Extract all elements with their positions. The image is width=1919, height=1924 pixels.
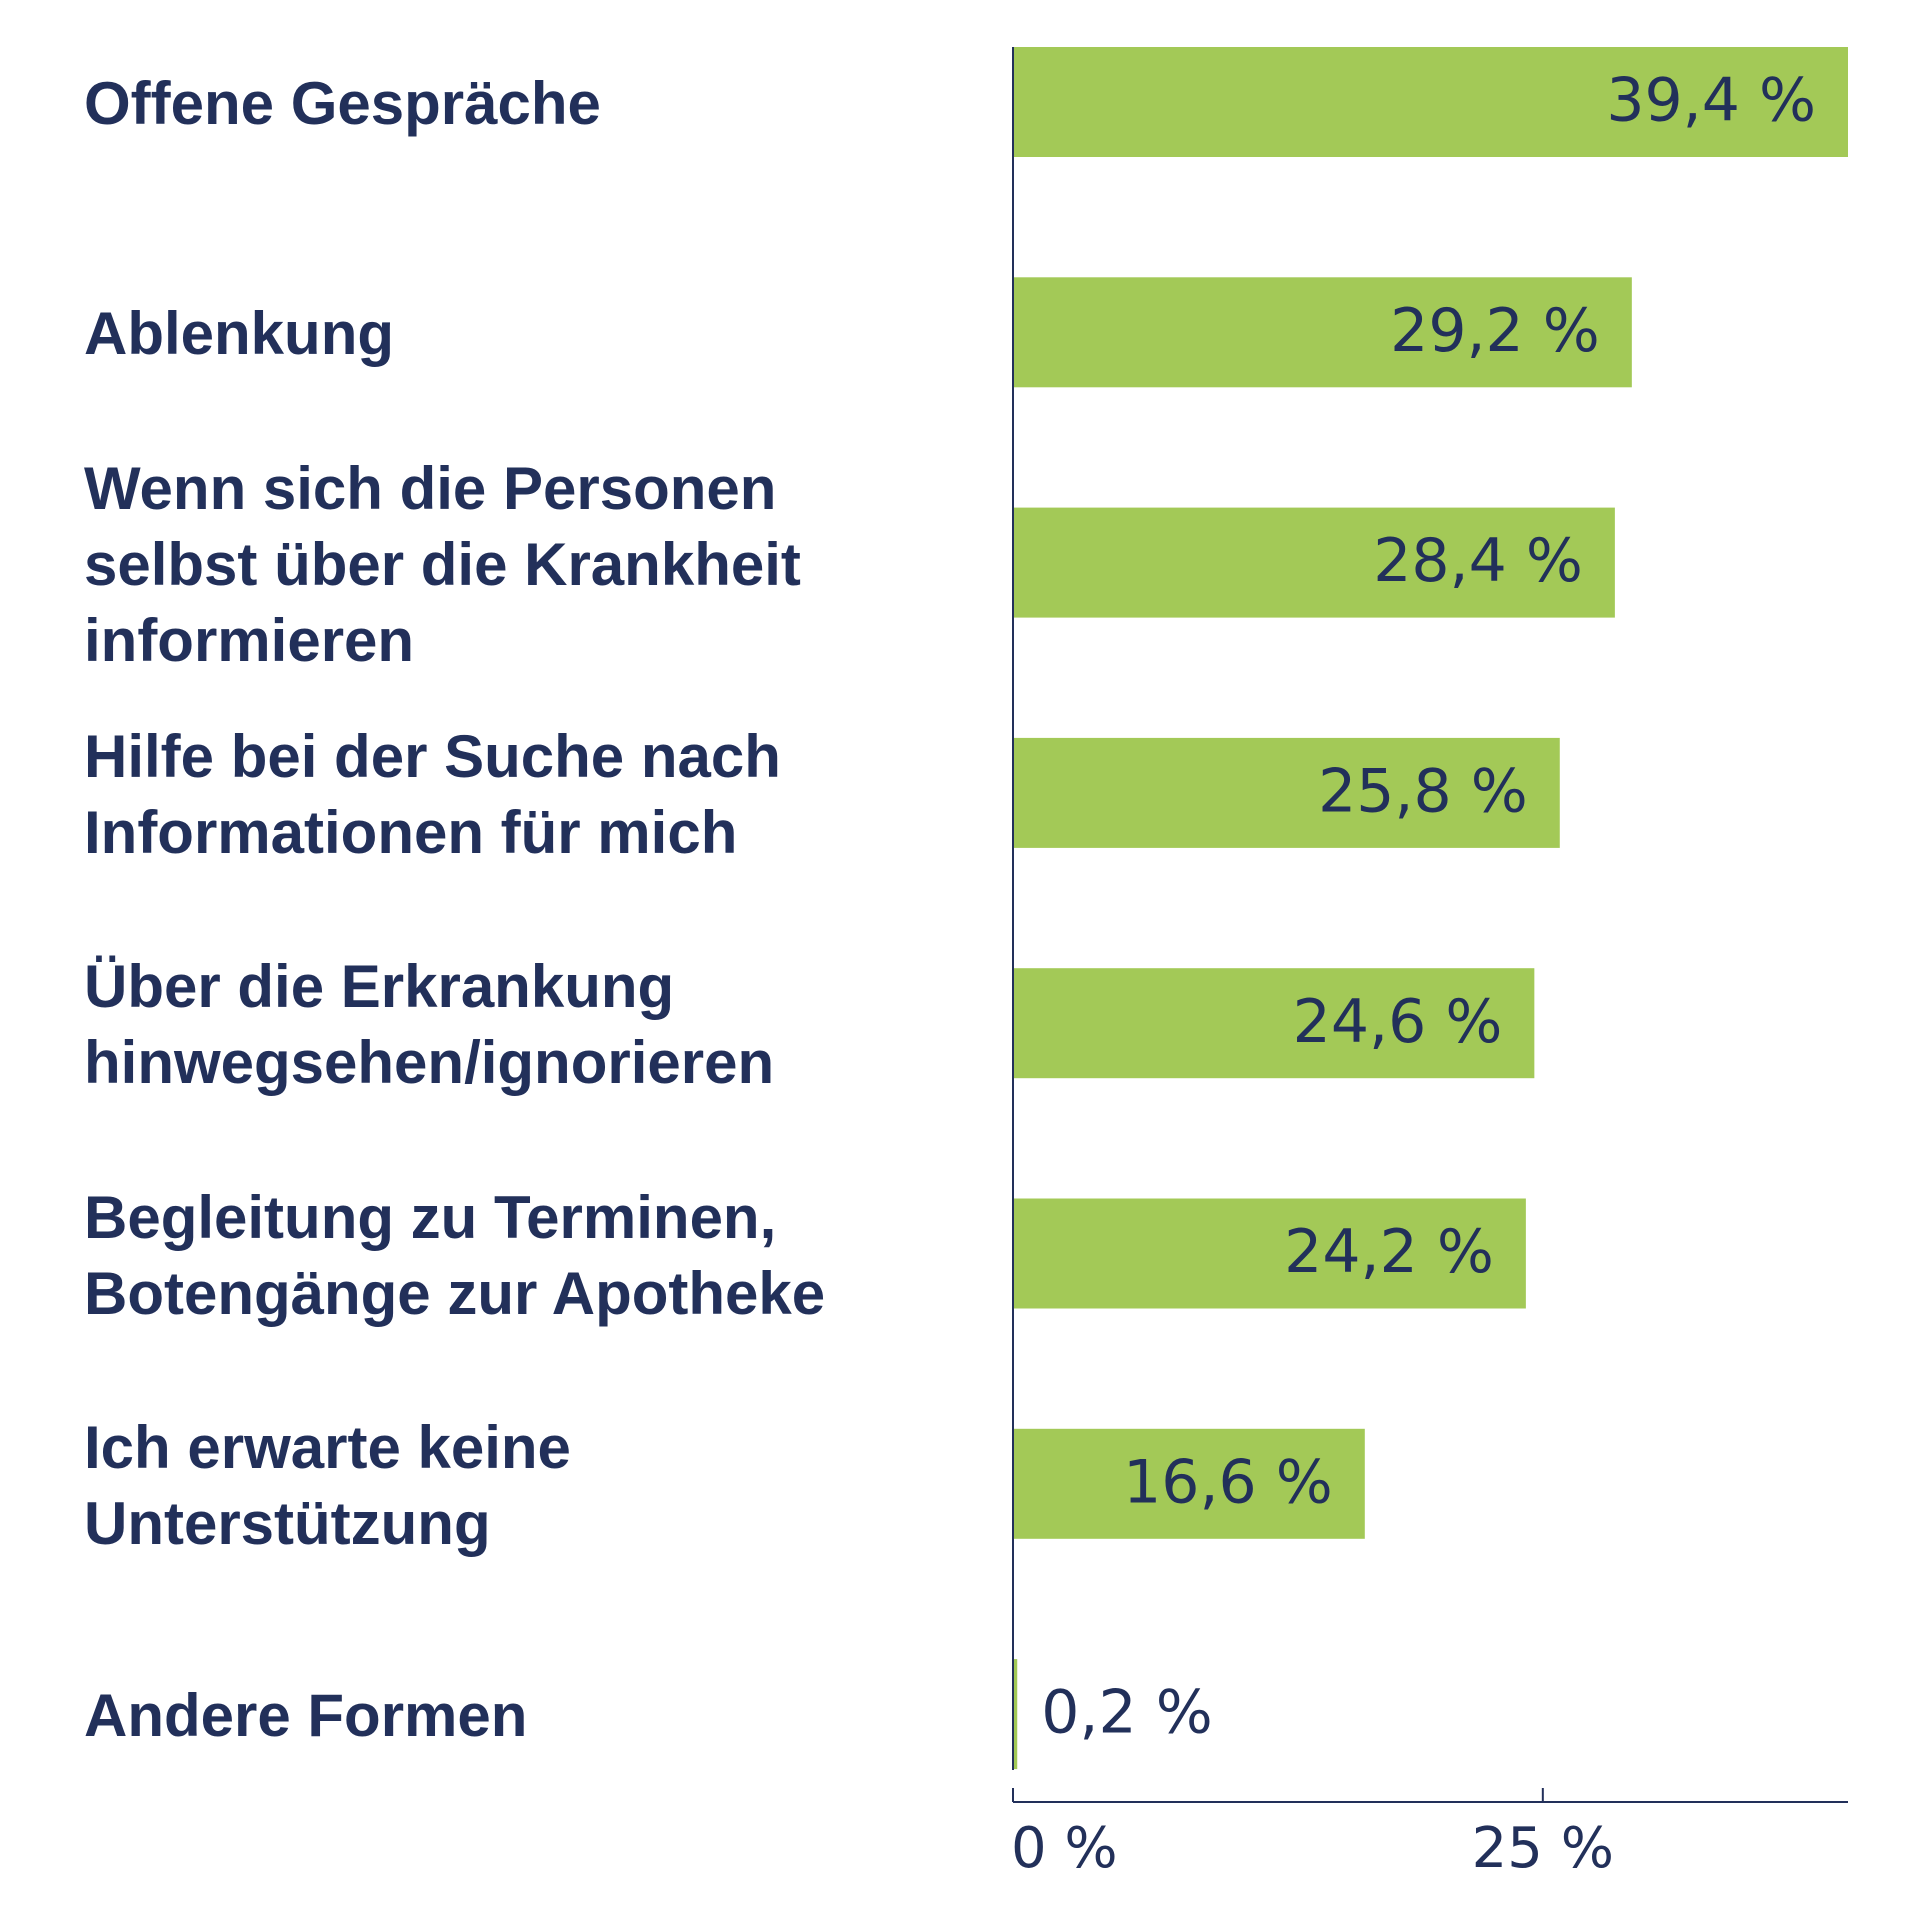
category-label-7: Andere Formen [84,1682,528,1750]
value-label-3: 25,8 % [1318,756,1528,826]
value-label-6: 16,6 % [1123,1447,1333,1517]
bar-7 [1013,1659,1018,1770]
bar-3 [1013,737,1560,848]
x-tick-label-1: 25 % [1472,1816,1614,1881]
value-label-2: 28,4 % [1373,526,1583,596]
category-label-5: Begleitung zu Terminen, Botengänge zur A… [84,1183,826,1327]
bar-1 [1013,277,1632,388]
value-label-5: 24,2 % [1284,1217,1494,1287]
category-label-1: Ablenkung [84,300,394,368]
value-label-0: 39,4 % [1606,66,1816,136]
category-label-2: Wenn sich die Personen selbst über die K… [84,454,801,674]
category-label-4: Über die Erkrankung hinwegsehen/ignorier… [84,953,775,1097]
value-label-7: 0,2 % [1041,1678,1213,1748]
category-label-3: Hilfe bei der Suche nach Informationen f… [84,722,781,866]
x-tick-label-0: 0 % [1011,1816,1118,1881]
bar-6 [1013,1428,1365,1539]
bar-4 [1013,968,1535,1079]
bar-0 [1013,47,1848,157]
value-label-1: 29,2 % [1390,296,1600,366]
category-label-0: Offene Gespräche [84,70,601,137]
value-label-4: 24,6 % [1293,987,1503,1057]
bar-2 [1013,507,1615,618]
category-label-6: Ich erwarte keine Unterstützung [84,1413,571,1557]
bar-5 [1013,1198,1526,1309]
